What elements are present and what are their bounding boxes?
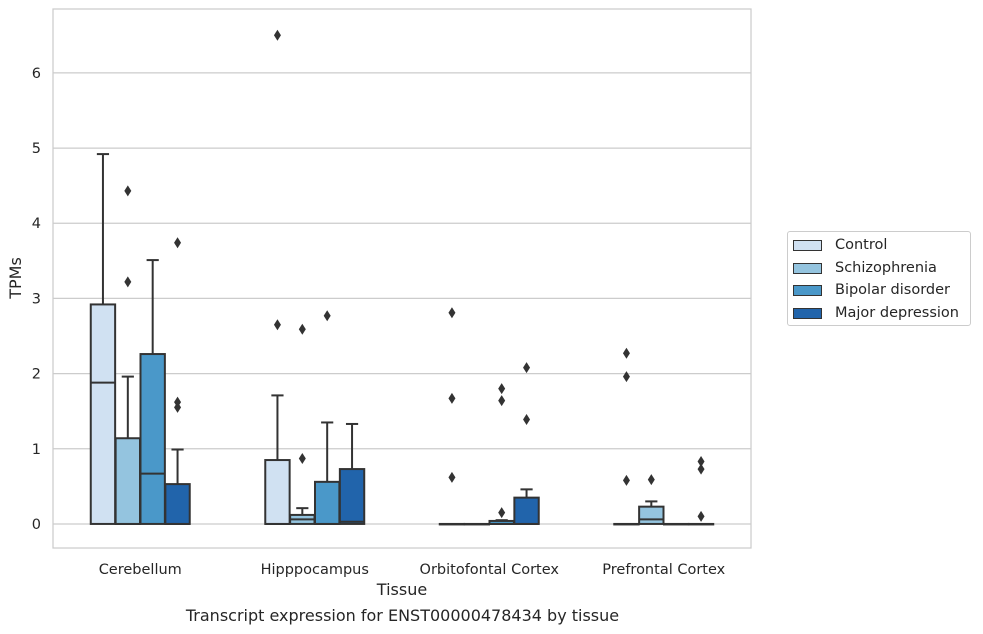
legend-label: Schizophrenia: [835, 260, 937, 276]
outlier-point: [124, 185, 132, 197]
outlier-point: [523, 413, 531, 425]
outlier-point: [298, 453, 306, 465]
y-tick-label: 6: [32, 66, 41, 82]
outlier-point: [622, 347, 630, 359]
boxes: [89, 29, 715, 526]
legend-label: Major depression: [835, 305, 959, 321]
outlier-point: [647, 474, 655, 486]
box-cerebellum-schizophrenia: [114, 185, 142, 525]
box-cerebellum-major-depression: [164, 237, 191, 525]
legend-label: Control: [835, 237, 888, 253]
legend-item-bipolar-disorder: Bipolar disorder: [793, 280, 950, 300]
legend-swatch: [793, 307, 822, 319]
outlier-point: [498, 383, 506, 395]
outlier-point: [697, 463, 705, 475]
outlier-point: [498, 395, 506, 407]
y-tick-labels: 0 1 2 3 4 5 6: [32, 66, 41, 533]
outlier-point: [124, 276, 132, 288]
outlier-point: [622, 371, 630, 383]
legend-swatch: [793, 239, 822, 251]
box: [513, 496, 540, 525]
outlier-point: [523, 362, 531, 374]
box-prefrontal-cortex-major-depression: [687, 456, 715, 526]
box-hipppocampus-schizophrenia: [289, 323, 316, 525]
box-hipppocampus-control: [264, 29, 291, 525]
box: [338, 468, 366, 525]
outlier-point: [448, 471, 456, 483]
legend-label: Bipolar disorder: [835, 282, 950, 298]
y-tick-label: 3: [32, 291, 41, 307]
legend-swatch: [793, 284, 822, 296]
box-prefrontal-cortex-schizophrenia: [638, 474, 665, 525]
box: [89, 303, 117, 525]
box-cerebellum-bipolar-disorder: [139, 259, 166, 525]
y-tick-label: 5: [32, 141, 41, 157]
x-tick-labels: Cerebellum Hipppocampus Orbitofontal Corte…: [99, 562, 726, 578]
outlier-point: [697, 510, 705, 522]
legend: Control Schizophrenia Bipolar disorder M…: [787, 231, 971, 326]
legend-item-control: Control: [793, 235, 887, 255]
box-hipppocampus-bipolar-disorder: [313, 310, 341, 525]
outlier-point: [298, 323, 306, 335]
outlier-point: [323, 310, 331, 322]
box: [114, 437, 142, 525]
x-tick-label: Orbitofontal Cortex: [420, 562, 560, 578]
box: [264, 459, 291, 525]
y-axis-label: TPMs: [6, 257, 25, 300]
legend-item-major-depression: Major depression: [793, 303, 959, 323]
box-orbitofontal-cortex-schizophrenia: [463, 522, 491, 526]
legend-swatch: [793, 262, 822, 274]
box-orbitofontal-cortex-bipolar-disorder: [488, 383, 515, 525]
x-tick-label: Hipppocampus: [261, 562, 369, 578]
outlier-point: [174, 396, 182, 408]
box-prefrontal-cortex-bipolar-disorder: [662, 522, 690, 526]
legend-item-schizophrenia: Schizophrenia: [793, 258, 937, 278]
box: [164, 483, 191, 525]
box: [313, 480, 341, 525]
x-axis-label: Tissue: [376, 580, 427, 599]
box-orbitofontal-cortex-major-depression: [513, 362, 540, 525]
outlier-point: [174, 237, 182, 249]
plot-frame: [52, 8, 752, 549]
outlier-point: [622, 474, 630, 486]
y-tick-label: 2: [32, 367, 41, 383]
y-tick-label: 0: [32, 517, 41, 533]
chart-caption: Transcript expression for ENST0000047843…: [185, 606, 620, 625]
x-tick-label: Cerebellum: [99, 562, 182, 578]
box: [139, 353, 166, 525]
outlier-point: [273, 29, 281, 41]
box-orbitofontal-cortex-control: [438, 307, 466, 526]
box-cerebellum-control: [89, 153, 117, 525]
outlier-point: [273, 319, 281, 331]
y-tick-label: 4: [32, 216, 41, 232]
outlier-point: [697, 456, 705, 468]
x-tick-label: Prefrontal Cortex: [602, 562, 725, 578]
outlier-point: [448, 307, 456, 319]
y-tick-label: 1: [32, 442, 41, 458]
grid-lines: [53, 72, 751, 525]
box-prefrontal-cortex-control: [613, 347, 640, 526]
box-hipppocampus-major-depression: [338, 422, 366, 525]
box: [638, 505, 665, 525]
outlier-point: [448, 392, 456, 404]
outlier-point: [498, 507, 506, 519]
